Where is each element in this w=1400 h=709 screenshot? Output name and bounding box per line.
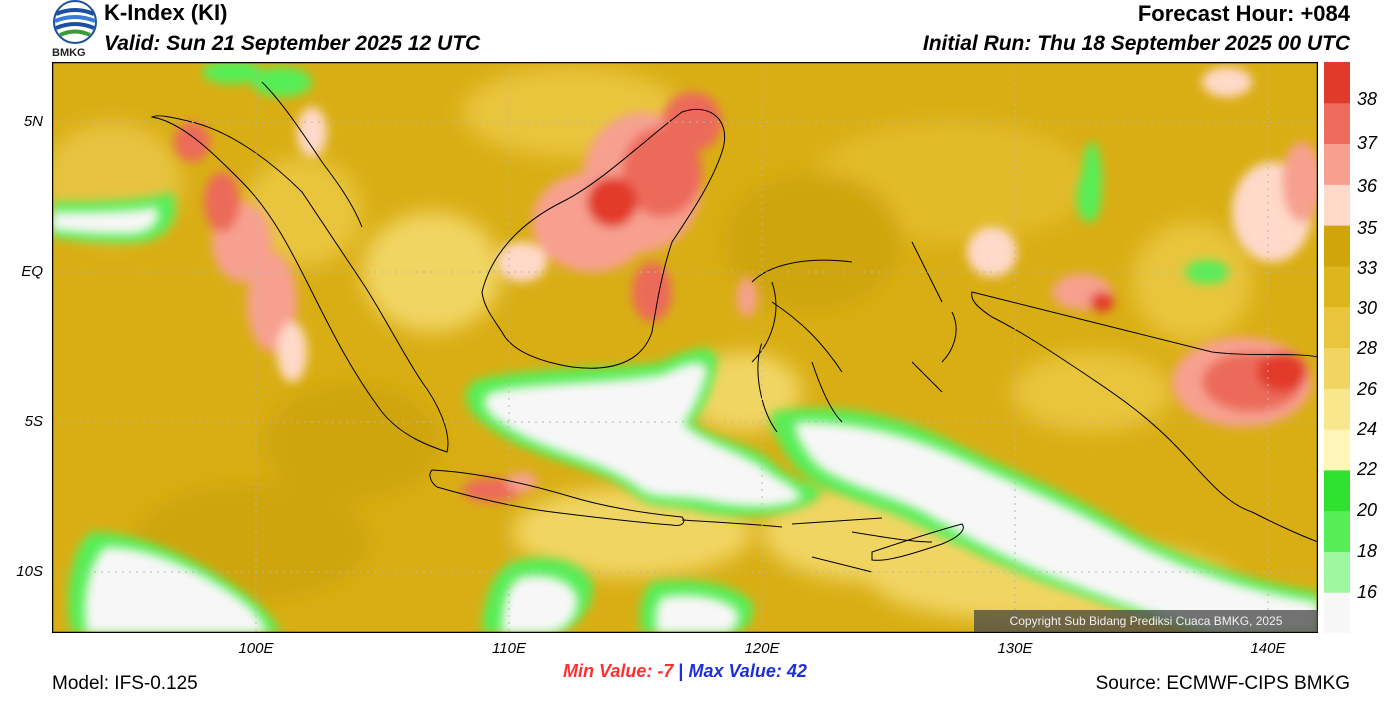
model-label: Model: IFS-0.125 xyxy=(52,673,198,694)
min-value: -7 xyxy=(657,661,674,681)
colorbar-segment xyxy=(1324,592,1350,633)
k-index-map xyxy=(52,62,1318,633)
colorbar-segment xyxy=(1324,551,1350,593)
field-white-dry xyxy=(52,207,1318,633)
colorbar-label-20: 20 xyxy=(1357,500,1378,520)
lon-label-140e: 140E xyxy=(1250,640,1286,657)
colorbar xyxy=(1324,62,1350,633)
colorbar-segment xyxy=(1324,388,1350,430)
lat-label-5s: 5S xyxy=(24,413,43,430)
max-label: Max Value: xyxy=(688,661,782,681)
colorbar-label-26: 26 xyxy=(1357,379,1378,399)
colorbar-label-38: 38 xyxy=(1357,89,1378,109)
colorbar-segment xyxy=(1324,184,1350,226)
min-label: Min Value: xyxy=(563,661,653,681)
colorbar-label-33: 33 xyxy=(1357,258,1378,278)
copyright-text: Copyright Sub Bidang Prediksi Cuaca BMKG… xyxy=(1009,614,1283,628)
colorbar-segment xyxy=(1324,469,1350,512)
colorbar-segment xyxy=(1324,429,1350,471)
lat-label-5n: 5N xyxy=(23,113,43,130)
lon-label-130e: 130E xyxy=(997,640,1033,657)
colorbar-segment xyxy=(1324,510,1350,552)
colorbar-label-30: 30 xyxy=(1357,298,1378,318)
min-max-values: Min Value: -7 | Max Value: 42 xyxy=(563,661,807,682)
logo-text: BMKG xyxy=(52,47,86,59)
colorbar-label-37: 37 xyxy=(1357,133,1378,153)
forecast-hour: Forecast Hour: +084 xyxy=(1137,1,1350,26)
colorbar-segment xyxy=(1324,143,1350,185)
max-value: 42 xyxy=(786,661,807,681)
lat-label-10s: 10S xyxy=(16,563,43,580)
gridlines xyxy=(52,62,1318,633)
coastlines xyxy=(150,81,1318,573)
bmkg-logo xyxy=(52,0,98,60)
colorbar-label-36: 36 xyxy=(1357,176,1378,196)
colorbar-segment xyxy=(1324,62,1350,104)
colorbar-label-18: 18 xyxy=(1357,541,1378,561)
colorbar-label-16: 16 xyxy=(1357,582,1378,602)
colorbar-segment xyxy=(1324,102,1350,145)
source-label: Source: ECMWF-CIPS BMKG xyxy=(1095,673,1350,694)
lat-label-eq: EQ xyxy=(21,263,43,280)
initial-run: Initial Run: Thu 18 September 2025 00 UT… xyxy=(922,32,1350,55)
colorbar-label-28: 28 xyxy=(1357,338,1378,358)
lon-label-110e: 110E xyxy=(492,640,526,657)
colorbar-label-24: 24 xyxy=(1357,419,1378,439)
chart-title: K-Index (KI) xyxy=(104,0,228,25)
map-frame xyxy=(52,62,1318,633)
colorbar-label-35: 35 xyxy=(1357,218,1378,238)
lon-label-120e: 120E xyxy=(744,640,780,657)
lon-label-100e: 100E xyxy=(238,640,274,657)
colorbar-segment xyxy=(1324,265,1350,308)
field-high-values xyxy=(174,67,1318,502)
colorbar-label-22: 22 xyxy=(1357,459,1378,479)
colorbar-segment xyxy=(1324,306,1350,348)
stats-separator: | xyxy=(678,661,684,681)
colorbar-segment xyxy=(1324,225,1350,267)
copyright-box: Copyright Sub Bidang Prediksi Cuaca BMKG… xyxy=(974,610,1318,632)
colorbar-segment xyxy=(1324,347,1350,389)
valid-time: Valid: Sun 21 September 2025 12 UTC xyxy=(104,32,481,55)
